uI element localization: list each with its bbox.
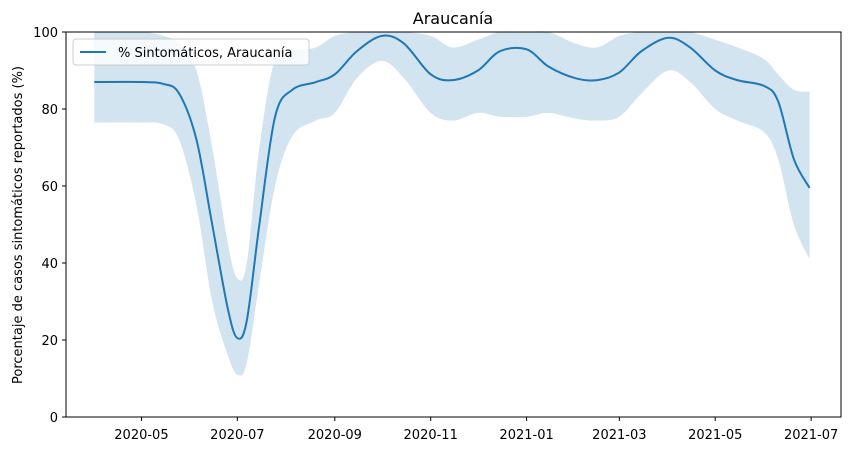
x-tick-label-3: 2020-11 xyxy=(404,428,458,443)
y-tick-label-0: 0 xyxy=(50,411,58,426)
x-tick-label-0: 2020-05 xyxy=(114,428,168,443)
x-tick-label-6: 2021-05 xyxy=(688,428,742,443)
y-tick-label-5: 100 xyxy=(33,26,58,41)
plot-area: 2020-05 2020-07 2020-09 2020-11 2021-01 2021-… xyxy=(33,26,842,443)
x-tick-label-4: 2021-01 xyxy=(499,428,553,443)
y-tick-label-3: 60 xyxy=(41,180,58,195)
legend: % Sintomáticos, Araucanía xyxy=(72,38,310,66)
chart-title: Araucanía xyxy=(413,9,493,28)
y-tick-label-1: 20 xyxy=(41,334,58,349)
data-line-series-0 xyxy=(94,34,811,340)
axes-frame xyxy=(65,31,842,418)
x-tick-label-7: 2021-07 xyxy=(784,428,838,443)
y-tick-label-2: 40 xyxy=(41,257,58,272)
legend-label: % Sintomáticos, Araucanía xyxy=(118,46,293,61)
y-axis-label: Porcentaje de casos sintomáticos reporta… xyxy=(11,66,26,384)
confidence-band-series-0 xyxy=(94,31,810,376)
y-tick-label-4: 80 xyxy=(41,103,58,118)
x-tick-label-2: 2020-09 xyxy=(308,428,362,443)
x-tick-label-5: 2021-03 xyxy=(592,428,646,443)
legend-box xyxy=(72,38,310,66)
x-tick-label-1: 2020-07 xyxy=(210,428,264,443)
